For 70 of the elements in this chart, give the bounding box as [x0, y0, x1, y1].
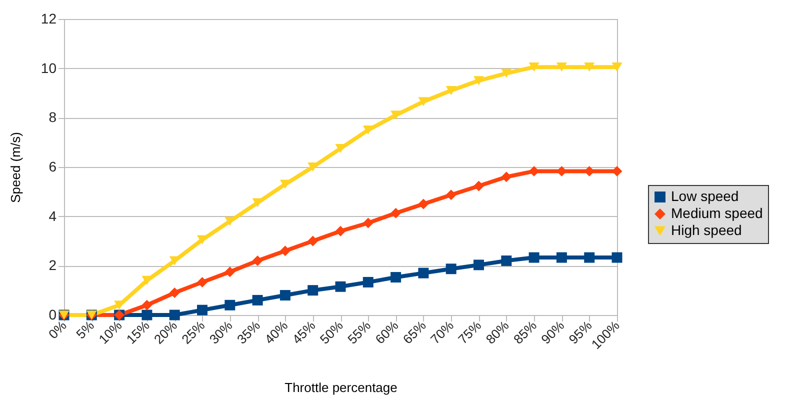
- point: [308, 236, 318, 246]
- legend-label: Low speed: [671, 188, 739, 204]
- x-tick-label: 35%: [234, 318, 264, 347]
- point: [612, 252, 622, 263]
- point: [362, 125, 374, 135]
- x-tick-label: 70%: [428, 318, 457, 347]
- y-axis-title: Speed (m/s): [8, 132, 23, 203]
- point: [556, 252, 567, 263]
- point: [528, 252, 540, 263]
- x-tick-label: 80%: [482, 318, 512, 347]
- x-tick-label: 5%: [73, 318, 98, 342]
- point: [390, 110, 402, 120]
- point: [169, 310, 180, 320]
- point: [142, 310, 152, 320]
- point: [335, 226, 346, 236]
- point: [446, 264, 456, 274]
- x-tick-label: 55%: [344, 318, 374, 347]
- point: [280, 246, 290, 256]
- x-tick-label: 60%: [372, 318, 402, 347]
- point: [390, 208, 402, 218]
- point: [418, 198, 429, 210]
- point: [584, 252, 595, 263]
- legend-label: Medium speed: [671, 205, 763, 221]
- x-tick-label: 85%: [510, 318, 540, 347]
- point: [362, 276, 374, 288]
- x-tick-label: 45%: [289, 318, 319, 347]
- legend-label: High speed: [671, 222, 742, 238]
- point: [197, 304, 208, 316]
- point: [142, 300, 152, 310]
- point: [280, 180, 290, 189]
- point: [197, 235, 208, 244]
- point: [335, 281, 346, 292]
- point: [474, 180, 484, 192]
- y-tick-label: 12: [40, 10, 57, 26]
- point: [501, 255, 512, 266]
- point: [446, 190, 456, 200]
- y-tick-label: 2: [48, 257, 57, 274]
- point: [501, 172, 512, 182]
- point: [280, 290, 290, 301]
- point: [252, 294, 263, 306]
- point: [418, 97, 429, 106]
- x-tick-label: 30%: [206, 318, 236, 347]
- point: [308, 285, 318, 296]
- point: [556, 62, 567, 72]
- point: [252, 255, 263, 266]
- point: [612, 62, 622, 72]
- point: [197, 276, 208, 288]
- point: [474, 76, 484, 86]
- y-tick-label: 4: [48, 208, 57, 224]
- x-tick-label: 50%: [316, 318, 346, 347]
- point: [474, 260, 484, 270]
- y-tick-label: 8: [48, 109, 57, 126]
- point: [584, 62, 595, 72]
- point: [169, 288, 180, 298]
- y-tick-label: 6: [48, 158, 57, 174]
- point: [224, 266, 236, 278]
- y-tick-label: 10: [40, 60, 57, 76]
- point: [362, 218, 374, 228]
- point: [418, 268, 429, 278]
- point: [446, 86, 456, 96]
- x-tick-label: 65%: [400, 318, 430, 347]
- x-axis-title: Throttle percentage: [284, 380, 398, 395]
- point: [528, 62, 540, 72]
- point: [501, 68, 512, 78]
- x-tick-label: 40%: [262, 318, 291, 347]
- y-tick-label: 0: [48, 306, 57, 322]
- point: [224, 300, 236, 310]
- point: [390, 272, 402, 283]
- x-tick-label: 75%: [455, 318, 485, 347]
- x-tick-label: 90%: [538, 318, 568, 347]
